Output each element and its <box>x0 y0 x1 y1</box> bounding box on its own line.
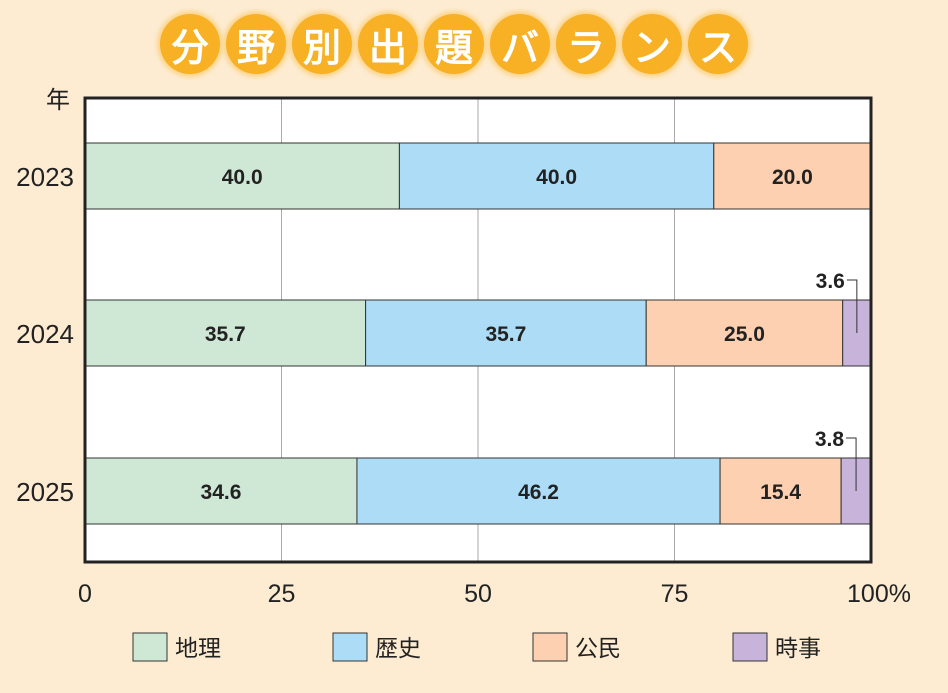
x-tick-label: 75 <box>661 580 689 608</box>
title-char: ン <box>622 14 682 74</box>
bar-segment <box>356 457 721 525</box>
data-label: 35.7 <box>205 323 246 346</box>
data-label: 15.4 <box>760 481 801 504</box>
bar-segment <box>365 299 647 367</box>
data-label: 40.0 <box>536 166 577 189</box>
bar-segment <box>719 457 842 525</box>
x-tick-label: 25 <box>268 580 296 608</box>
title-char: 野 <box>226 14 286 74</box>
plot-border <box>83 96 873 564</box>
data-label: 3.6 <box>816 270 845 293</box>
y-tick-label: 2024 <box>16 319 74 349</box>
legend-label: 公民 <box>575 635 621 661</box>
legend-label: 歴史 <box>375 635 421 661</box>
legend-label: 時事 <box>775 635 821 661</box>
leader-line <box>846 437 857 491</box>
x-tick-label: 100% <box>847 580 911 608</box>
title-char: バ <box>490 14 550 74</box>
data-label: 40.0 <box>222 166 263 189</box>
data-label: 46.2 <box>518 481 559 504</box>
legend-label: 地理 <box>175 635 221 661</box>
y-tick-label: 2025 <box>16 477 74 507</box>
title-char: ラ <box>556 14 616 74</box>
leader-line <box>846 279 858 333</box>
data-label: 25.0 <box>724 323 765 346</box>
title-char: ス <box>688 14 748 74</box>
data-label: 3.8 <box>815 428 845 451</box>
bar-segment <box>713 142 872 210</box>
bar-segment <box>398 142 715 210</box>
x-tick-label: 50 <box>464 580 492 608</box>
title-char: 出 <box>358 14 418 74</box>
legend-swatch <box>332 632 368 662</box>
bar-segment <box>84 142 400 210</box>
data-label: 35.7 <box>485 323 526 346</box>
legend-swatch <box>732 632 768 662</box>
x-tick-label: 0 <box>78 580 92 608</box>
y-tick-label: 2023 <box>16 162 74 192</box>
y-axis-label: 年 <box>46 87 70 114</box>
data-label: 34.6 <box>201 481 242 504</box>
title-char: 分 <box>160 14 220 74</box>
legend-swatch <box>132 632 168 662</box>
chart-title: 分野別出題バランス <box>160 14 748 78</box>
bar-segment <box>84 299 367 367</box>
bar-segment <box>645 299 844 367</box>
title-char: 題 <box>424 14 484 74</box>
title-char: 別 <box>292 14 352 74</box>
data-label: 20.0 <box>772 166 813 189</box>
legend-swatch <box>532 632 568 662</box>
